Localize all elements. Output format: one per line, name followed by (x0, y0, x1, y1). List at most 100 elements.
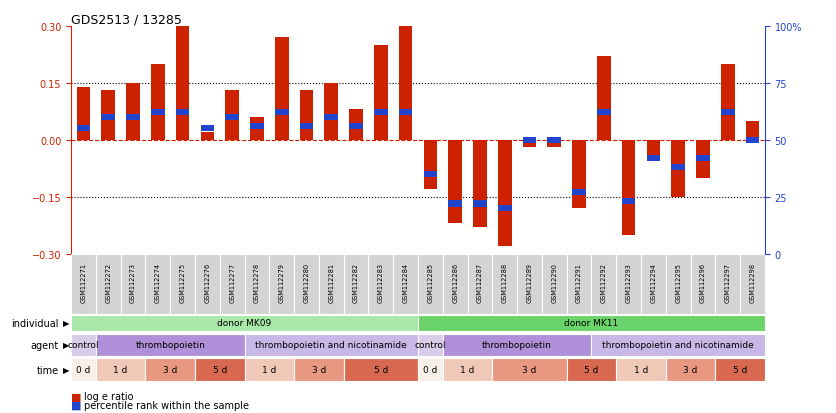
Bar (721, 65, 735, 140)
Bar (418, 334, 443, 356)
Bar (646, 156, 660, 161)
Bar (349, 110, 363, 140)
Bar (171, 254, 195, 314)
Bar (151, 65, 165, 140)
Bar (145, 358, 195, 381)
Bar (443, 334, 592, 356)
Text: GSM112298: GSM112298 (750, 263, 756, 303)
Bar (542, 254, 567, 314)
Text: 1 d: 1 d (114, 365, 128, 374)
Text: GSM112287: GSM112287 (477, 263, 483, 303)
Bar (101, 115, 115, 121)
Text: GSM112284: GSM112284 (403, 263, 409, 303)
Text: agent: agent (30, 340, 59, 350)
Text: individual: individual (11, 318, 59, 328)
Text: GSM112296: GSM112296 (700, 263, 706, 303)
Text: GSM112286: GSM112286 (452, 263, 458, 303)
Bar (567, 254, 592, 314)
Bar (299, 124, 314, 130)
Bar (424, 171, 437, 178)
Bar (71, 358, 96, 381)
Bar (592, 334, 765, 356)
Text: percentile rank within the sample: percentile rank within the sample (84, 400, 249, 410)
Bar (665, 254, 691, 314)
Text: log e ratio: log e ratio (84, 392, 134, 401)
Text: 5 d: 5 d (212, 365, 227, 374)
Bar (616, 358, 665, 381)
Text: GSM112274: GSM112274 (155, 263, 161, 303)
Bar (548, 140, 561, 148)
Text: GSM112279: GSM112279 (278, 263, 285, 303)
Bar (250, 118, 263, 140)
Bar (418, 358, 443, 381)
Bar (522, 140, 537, 148)
Bar (696, 156, 710, 161)
Bar (245, 358, 294, 381)
Text: GSM112288: GSM112288 (502, 263, 507, 303)
Bar (294, 254, 319, 314)
Bar (176, 110, 190, 116)
Bar (369, 254, 393, 314)
Bar (195, 254, 220, 314)
Bar (498, 206, 512, 211)
Text: 1 d: 1 d (263, 365, 277, 374)
Bar (671, 140, 685, 197)
Bar (448, 201, 462, 207)
Bar (126, 115, 140, 121)
Text: GSM112275: GSM112275 (180, 263, 186, 303)
Bar (592, 254, 616, 314)
Text: 3 d: 3 d (683, 365, 698, 374)
Text: donor MK09: donor MK09 (217, 318, 272, 327)
Bar (245, 334, 418, 356)
Bar (443, 254, 467, 314)
Bar (275, 38, 288, 140)
Bar (344, 254, 369, 314)
Bar (201, 126, 214, 132)
Text: donor MK11: donor MK11 (564, 318, 619, 327)
Bar (299, 91, 314, 140)
Text: 3 d: 3 d (312, 365, 326, 374)
Bar (492, 358, 567, 381)
Bar (71, 334, 96, 356)
Bar (250, 124, 263, 130)
Text: GSM112272: GSM112272 (105, 263, 111, 303)
Text: GSM112277: GSM112277 (229, 263, 235, 303)
Bar (721, 110, 735, 116)
Bar (597, 110, 610, 116)
Bar (220, 254, 244, 314)
Text: 3 d: 3 d (522, 365, 537, 374)
Bar (573, 140, 586, 209)
Bar (195, 358, 244, 381)
Bar (573, 190, 586, 196)
Bar (226, 91, 239, 140)
Bar (665, 358, 716, 381)
Text: ■: ■ (71, 392, 82, 401)
Bar (201, 133, 214, 140)
Bar (245, 254, 269, 314)
Bar (294, 358, 344, 381)
Text: 3 d: 3 d (163, 365, 177, 374)
Bar (740, 254, 765, 314)
Text: thrombopoietin and nicotinamide: thrombopoietin and nicotinamide (602, 340, 754, 349)
Text: GSM112291: GSM112291 (576, 263, 582, 303)
Bar (498, 140, 512, 247)
Bar (96, 334, 244, 356)
Bar (622, 199, 635, 205)
Bar (96, 254, 120, 314)
Bar (176, 27, 190, 140)
Text: GSM112276: GSM112276 (204, 263, 211, 303)
Bar (399, 110, 412, 116)
Bar (517, 254, 542, 314)
Bar (344, 358, 418, 381)
Text: GSM112289: GSM112289 (527, 263, 533, 303)
Bar (522, 138, 537, 143)
Text: GSM112283: GSM112283 (378, 263, 384, 303)
Text: thrombopoietin: thrombopoietin (135, 340, 205, 349)
Bar (492, 254, 517, 314)
Bar (641, 254, 665, 314)
Bar (393, 254, 418, 314)
Bar (548, 138, 561, 143)
Bar (746, 138, 759, 143)
Bar (418, 315, 765, 332)
Bar (473, 201, 487, 207)
